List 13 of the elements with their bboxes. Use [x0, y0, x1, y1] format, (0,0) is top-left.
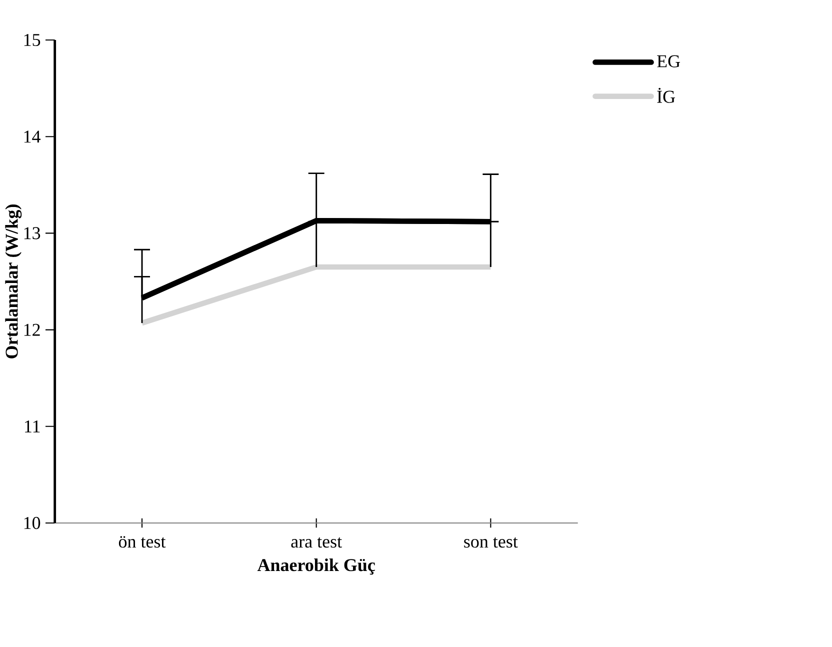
- legend-label: EG: [657, 55, 680, 68]
- x-tick-label: ön test: [118, 536, 166, 548]
- y-tick-label: 11: [25, 420, 40, 432]
- y-axis-title: Ortalamalar (W/kg): [5, 204, 22, 358]
- y-tick-label: 15: [24, 34, 40, 46]
- y-tick-label: 14: [24, 130, 41, 143]
- y-tick-label: 10: [24, 516, 40, 530]
- x-axis-title: Anaerobik Güç: [257, 558, 375, 575]
- x-tick-label: ara test: [291, 537, 342, 548]
- y-tick-label: 12: [24, 324, 40, 336]
- y-tick-label: 13: [24, 227, 40, 240]
- x-tick-label: son test: [464, 537, 518, 548]
- legend-label: İG: [657, 88, 676, 103]
